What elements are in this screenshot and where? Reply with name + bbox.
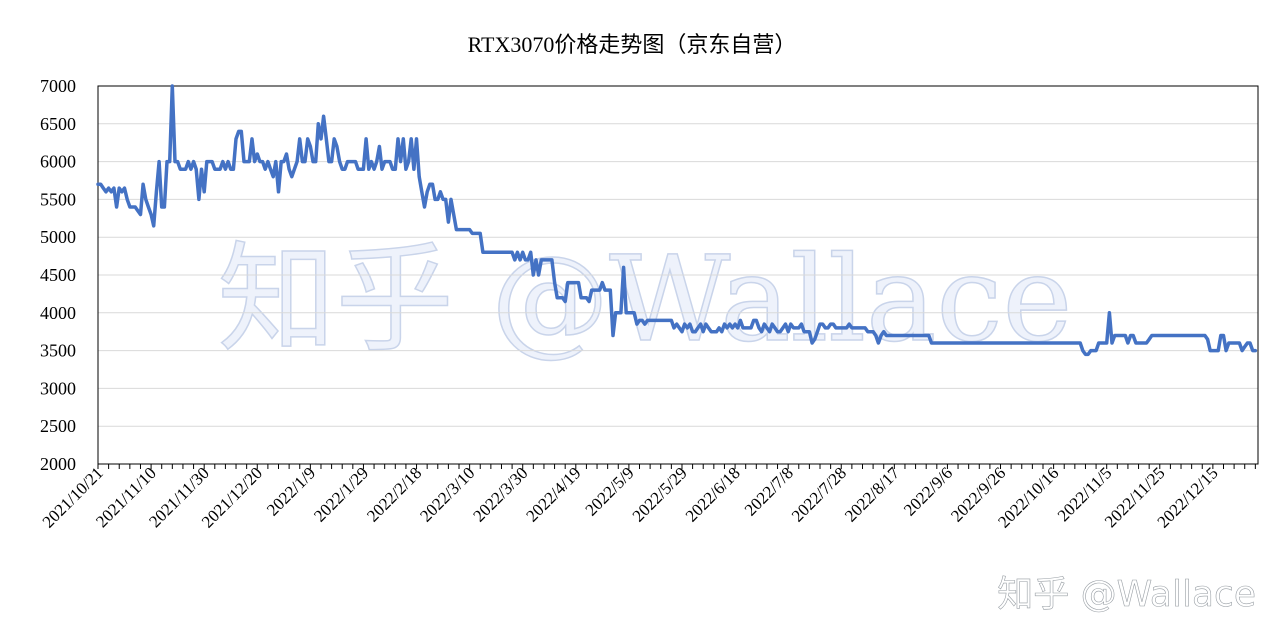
y-tick-label: 3000	[40, 378, 76, 398]
x-tick-label: 2022/3/10	[416, 463, 478, 525]
x-tick-label: 2022/1/29	[310, 463, 372, 525]
x-tick-label: 2022/5/29	[629, 463, 691, 525]
watermark-center: 知乎 @Wallace	[218, 230, 1073, 368]
x-tick-label: 2022/8/17	[841, 463, 904, 526]
watermark-corner: 知乎 @Wallace	[997, 574, 1256, 615]
y-tick-label: 4000	[40, 303, 76, 323]
plot-area	[97, 85, 1259, 465]
x-tick-label: 2022/2/18	[363, 463, 425, 525]
x-tick-label: 2022/4/19	[522, 463, 584, 525]
y-tick-label: 2000	[40, 454, 76, 474]
y-tick-label: 5500	[40, 189, 76, 209]
series-line	[96, 84, 1258, 357]
y-tick-label: 3500	[40, 341, 76, 361]
y-tick-label: 4500	[40, 265, 76, 285]
chart-title: RTX3070价格走势图（京东自营）	[468, 32, 797, 57]
gridlines	[98, 85, 1258, 465]
y-tick-label: 5000	[40, 227, 76, 247]
x-tick-label: 2022/6/18	[682, 463, 744, 525]
x-tick-label: 2022/7/28	[788, 463, 850, 525]
y-tick-label: 7000	[40, 76, 76, 96]
y-axis: 2000 2500 3000 3500 4000 4500 5000 5500 6000 6500…	[40, 76, 76, 474]
x-tick-label: 2022/3/30	[469, 463, 531, 525]
y-tick-label: 6500	[40, 114, 76, 134]
y-tick-label: 6000	[40, 152, 76, 172]
x-axis: 2021/10/212021/11/102021/11/302021/12/20…	[39, 463, 1256, 532]
y-tick-label: 2500	[40, 416, 76, 436]
